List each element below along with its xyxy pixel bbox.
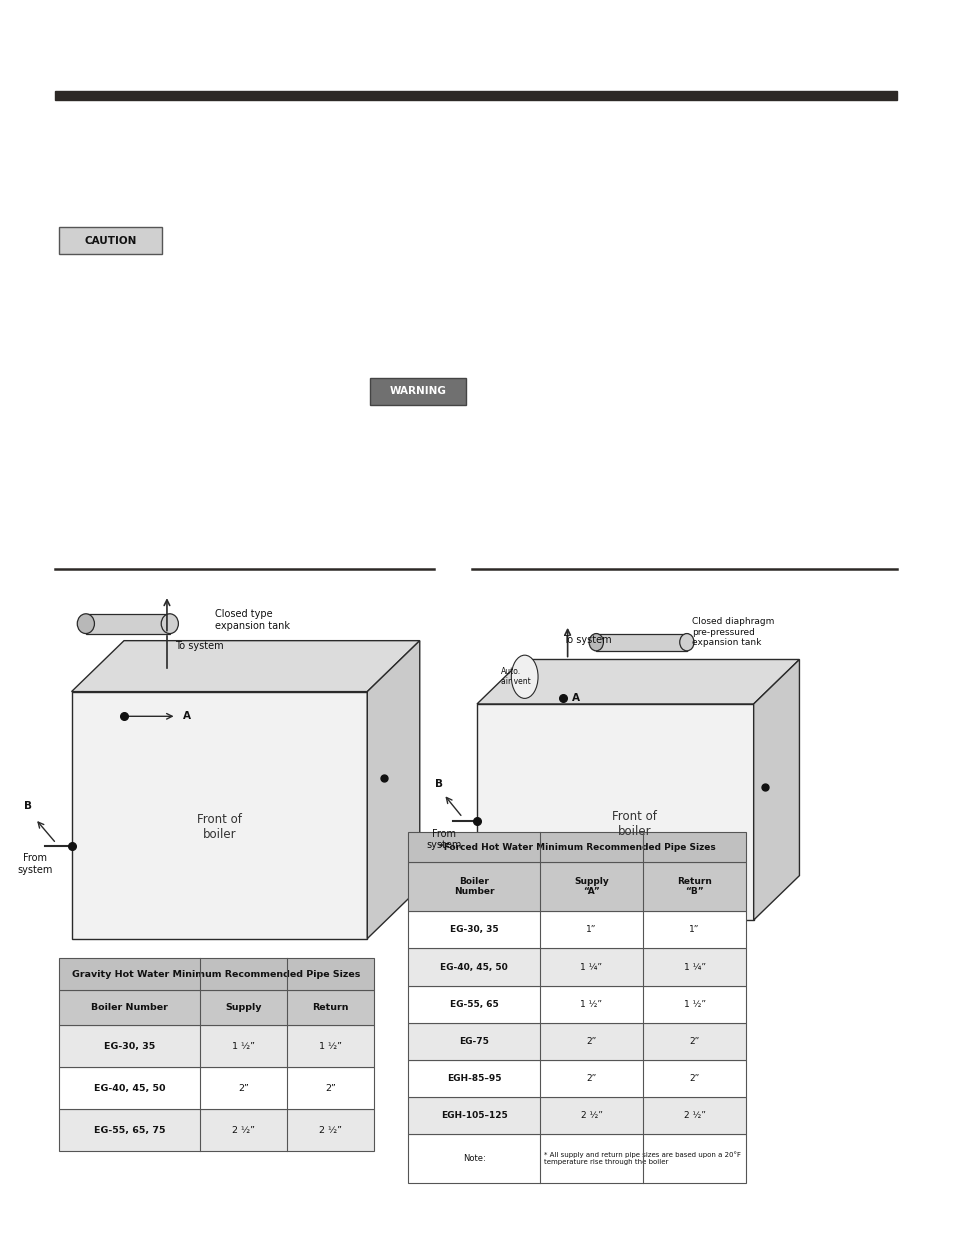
Text: 2”: 2” bbox=[689, 1036, 699, 1046]
Text: Closed type
expansion tank: Closed type expansion tank bbox=[214, 609, 290, 631]
Text: Return
“B”: Return “B” bbox=[677, 877, 711, 897]
Text: EGH-85–95: EGH-85–95 bbox=[446, 1073, 501, 1083]
Bar bbox=[86, 614, 170, 634]
Text: EG-30, 35: EG-30, 35 bbox=[104, 1041, 155, 1051]
Text: 1”: 1” bbox=[689, 925, 699, 935]
Text: 2”: 2” bbox=[238, 1083, 249, 1093]
Ellipse shape bbox=[679, 634, 693, 651]
Polygon shape bbox=[71, 692, 367, 939]
Bar bbox=[408, 911, 745, 948]
Text: 2”: 2” bbox=[586, 1073, 596, 1083]
Text: A: A bbox=[572, 693, 579, 703]
Bar bbox=[408, 948, 745, 986]
Text: 2”: 2” bbox=[325, 1083, 335, 1093]
Text: EG-75: EG-75 bbox=[458, 1036, 489, 1046]
Text: EG-40, 45, 50: EG-40, 45, 50 bbox=[94, 1083, 165, 1093]
Text: Boiler Number: Boiler Number bbox=[91, 1003, 168, 1013]
Text: 1 ¼”: 1 ¼” bbox=[682, 962, 705, 972]
Text: 2 ½”: 2 ½” bbox=[318, 1125, 342, 1135]
Ellipse shape bbox=[161, 614, 178, 634]
Text: 1 ¼”: 1 ¼” bbox=[579, 962, 602, 972]
Bar bbox=[408, 986, 745, 1023]
Text: EG-55, 65, 75: EG-55, 65, 75 bbox=[94, 1125, 165, 1135]
Text: 1 ½”: 1 ½” bbox=[682, 999, 705, 1009]
Bar bbox=[370, 378, 465, 405]
Text: 1 ½”: 1 ½” bbox=[579, 999, 602, 1009]
Text: Supply
“A”: Supply “A” bbox=[574, 877, 608, 897]
Polygon shape bbox=[367, 641, 419, 939]
Text: EG-30, 35: EG-30, 35 bbox=[450, 925, 497, 935]
Ellipse shape bbox=[588, 634, 602, 651]
Bar bbox=[408, 832, 745, 862]
Text: To system: To system bbox=[174, 641, 223, 651]
Text: Auto.
air vent: Auto. air vent bbox=[500, 667, 530, 687]
Text: EG-40, 45, 50: EG-40, 45, 50 bbox=[439, 962, 508, 972]
Bar bbox=[59, 1109, 374, 1151]
Bar bbox=[59, 1067, 374, 1109]
Bar bbox=[55, 91, 896, 100]
Text: 1 ½”: 1 ½” bbox=[232, 1041, 255, 1051]
Bar bbox=[408, 1023, 745, 1060]
Bar bbox=[596, 634, 686, 651]
Text: Gravity Hot Water Minimum Recommended Pipe Sizes: Gravity Hot Water Minimum Recommended Pi… bbox=[72, 969, 360, 979]
Text: Return: Return bbox=[312, 1003, 349, 1013]
Text: To system: To system bbox=[562, 635, 611, 645]
Text: B: B bbox=[435, 779, 442, 789]
Text: 2 ½”: 2 ½” bbox=[232, 1125, 255, 1135]
Polygon shape bbox=[71, 641, 419, 692]
Text: A: A bbox=[183, 711, 191, 721]
Bar bbox=[59, 958, 374, 990]
Text: EG-55, 65: EG-55, 65 bbox=[449, 999, 498, 1009]
Polygon shape bbox=[476, 704, 753, 920]
Text: B: B bbox=[24, 802, 31, 811]
Text: *Forced Hot Water Minimum Recommended Pipe Sizes: *Forced Hot Water Minimum Recommended Pi… bbox=[438, 842, 715, 852]
Bar bbox=[59, 990, 374, 1025]
Text: WARNING: WARNING bbox=[389, 387, 446, 396]
Text: Closed diaphragm
pre-pressured
expansion tank: Closed diaphragm pre-pressured expansion… bbox=[691, 618, 773, 647]
Text: 2”: 2” bbox=[586, 1036, 596, 1046]
Bar bbox=[59, 227, 162, 254]
Text: Front of
boiler: Front of boiler bbox=[611, 810, 657, 839]
Text: 2”: 2” bbox=[689, 1073, 699, 1083]
Text: Supply: Supply bbox=[225, 1003, 262, 1013]
Polygon shape bbox=[476, 659, 799, 704]
Text: From
system: From system bbox=[17, 853, 53, 874]
Text: From
system: From system bbox=[425, 829, 461, 850]
Ellipse shape bbox=[511, 655, 537, 698]
Text: CAUTION: CAUTION bbox=[85, 236, 136, 246]
Text: Note:: Note: bbox=[462, 1153, 485, 1163]
Text: EGH-105–125: EGH-105–125 bbox=[440, 1110, 507, 1120]
Bar bbox=[408, 862, 745, 911]
Text: 1”: 1” bbox=[586, 925, 596, 935]
Text: 1 ½”: 1 ½” bbox=[318, 1041, 342, 1051]
Bar bbox=[408, 1097, 745, 1134]
Bar bbox=[408, 1060, 745, 1097]
Ellipse shape bbox=[77, 614, 94, 634]
Bar bbox=[408, 1134, 745, 1183]
Bar bbox=[59, 1025, 374, 1067]
Text: 2 ½”: 2 ½” bbox=[580, 1110, 601, 1120]
Text: 2 ½”: 2 ½” bbox=[683, 1110, 704, 1120]
Text: Front of
boiler: Front of boiler bbox=[196, 814, 242, 841]
Text: * All supply and return pipe sizes are based upon a 20°F
temperature rise throug: * All supply and return pipe sizes are b… bbox=[543, 1151, 740, 1166]
Text: Boiler
Number: Boiler Number bbox=[454, 877, 494, 897]
Polygon shape bbox=[753, 659, 799, 920]
